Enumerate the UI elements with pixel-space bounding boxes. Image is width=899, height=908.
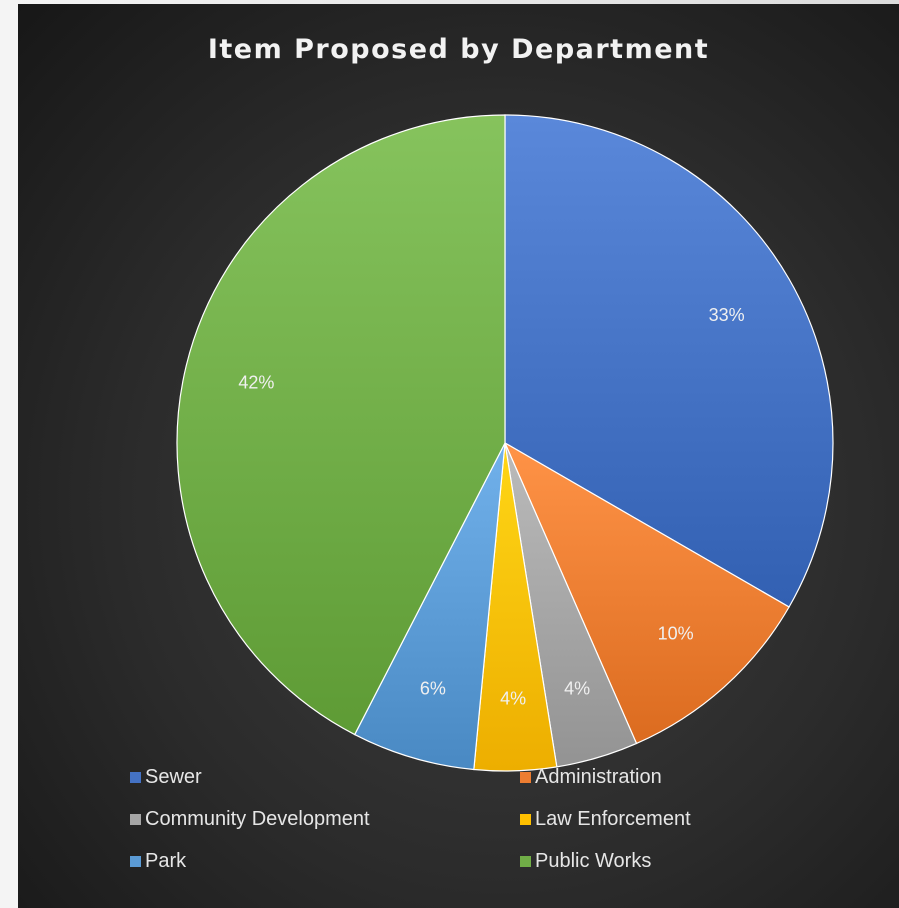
legend-label: Sewer bbox=[145, 765, 202, 788]
pie-slice-administration bbox=[503, 441, 790, 745]
legend: Sewer Administration Community Development… bbox=[130, 766, 810, 872]
pie-chart: 33% 10% 4% 4% 6% 42% bbox=[176, 114, 834, 772]
data-label-sewer: 33% bbox=[709, 305, 745, 325]
legend-label: Law Enforcement bbox=[535, 807, 691, 830]
legend-item-public-works: Public Works bbox=[520, 850, 810, 872]
legend-swatch bbox=[520, 813, 531, 825]
legend-item-community-development: Community Development bbox=[130, 808, 520, 830]
legend-swatch bbox=[130, 771, 141, 783]
pie-slice-sewer bbox=[504, 114, 834, 608]
legend-swatch bbox=[130, 813, 141, 825]
data-label-administration: 10% bbox=[658, 624, 694, 644]
data-label-community-development: 4% bbox=[564, 679, 590, 699]
legend-swatch bbox=[520, 855, 531, 867]
legend-item-law-enforcement: Law Enforcement bbox=[520, 808, 810, 830]
legend-label: Community Development bbox=[145, 807, 370, 830]
legend-swatch bbox=[130, 855, 141, 867]
data-label-law-enforcement: 4% bbox=[500, 689, 526, 709]
chart-title: Item Proposed by Department bbox=[207, 34, 710, 65]
legend-label: Park bbox=[145, 849, 187, 872]
data-label-park: 6% bbox=[420, 679, 446, 699]
legend-item-administration: Administration bbox=[520, 766, 810, 788]
pie-slice-public-works bbox=[176, 114, 506, 736]
chart-area: Item Proposed by Department 33% 10% 4% 4% 6%… bbox=[18, 4, 899, 908]
legend-label: Administration bbox=[535, 765, 662, 788]
legend-label: Public Works bbox=[535, 849, 652, 872]
data-label-public-works: 42% bbox=[238, 373, 274, 393]
legend-item-sewer: Sewer bbox=[130, 766, 520, 788]
pie-slice-park bbox=[353, 442, 506, 771]
legend-swatch bbox=[520, 771, 531, 783]
legend-item-park: Park bbox=[130, 850, 520, 872]
